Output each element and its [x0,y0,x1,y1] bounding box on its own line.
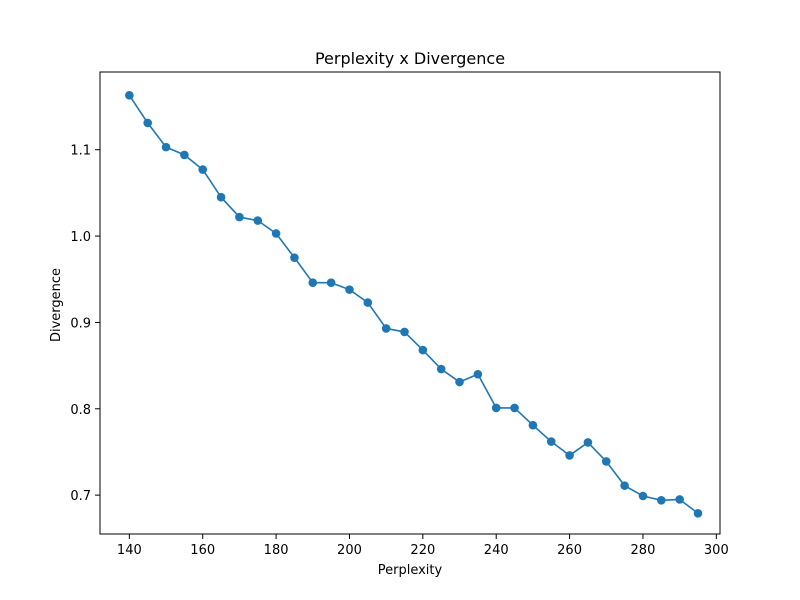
x-tick-label: 280 [631,543,656,558]
data-point [381,324,391,333]
data-point [216,192,226,202]
data-point [235,212,244,222]
x-tick-label: 260 [557,543,582,558]
data-point [455,377,464,387]
y-axis-label: Divergence [49,268,64,342]
data-point [583,438,593,447]
y-tick-label: 1.0 [70,230,91,245]
x-tick-label: 160 [190,543,215,558]
x-tick-label: 200 [337,543,362,558]
data-point [271,229,281,238]
y-tick-label: 0.9 [70,316,91,331]
data-point [601,457,611,466]
data-point [528,420,538,430]
data-point [308,278,318,288]
x-tick-label: 300 [704,543,729,558]
data-point [491,403,501,413]
data-point [436,364,446,374]
data-point [638,491,648,501]
data-point [657,496,666,505]
x-tick-label: 240 [484,543,509,558]
plot-area: 140 160 180 200 220 240 260 280 300 0.7 0.8 0.9 1.0 1… [70,71,729,558]
chart-title: Perplexity x Divergence [315,49,505,68]
data-point [253,216,263,225]
data-point [143,118,152,128]
x-tick-label: 180 [264,543,289,558]
x-tick-label: 220 [410,543,435,558]
x-tick-label: 140 [117,543,142,558]
y-tick-label: 0.7 [70,489,91,504]
x-axis-label: Perplexity [378,563,443,578]
data-point [198,165,208,174]
data-point [620,481,629,490]
data-point [473,369,483,379]
data-point [546,437,556,446]
data-point [326,278,336,288]
data-point [180,150,189,160]
data-point [693,508,703,518]
data-point [125,91,134,100]
y-tick-label: 1.1 [70,144,91,159]
y-tick-label: 0.8 [70,403,91,418]
data-point [400,327,409,337]
data-point [565,451,574,460]
data-point [510,403,519,413]
data-point [675,495,684,504]
data-point [418,345,428,355]
data-point [345,285,354,294]
data-point [363,298,373,307]
data-point [290,253,299,262]
data-point [161,142,171,152]
series-line [128,94,699,514]
plot-frame [99,71,721,535]
